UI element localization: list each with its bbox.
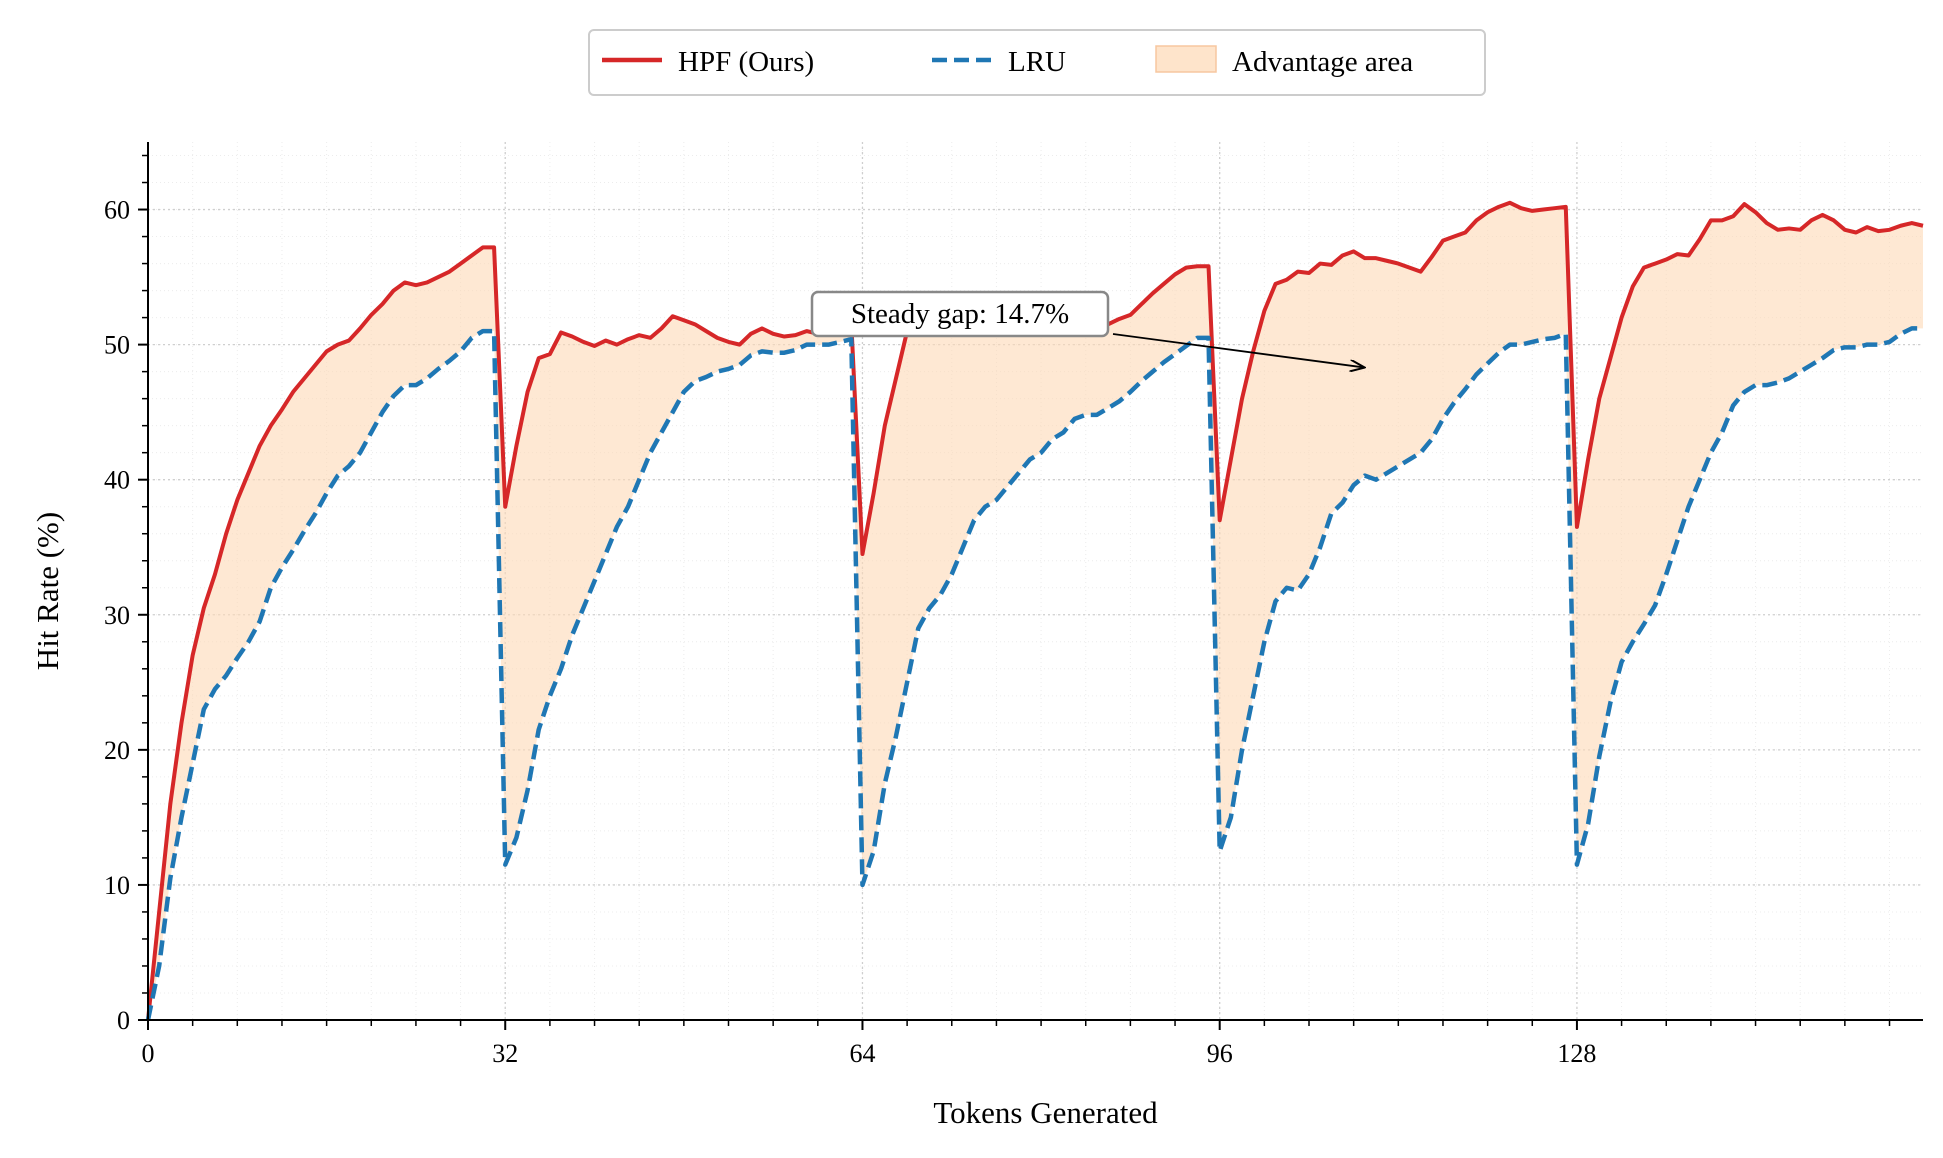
annotation-box bbox=[810, 290, 1110, 338]
y-tick-label: 10 bbox=[104, 871, 130, 900]
series-line-lru bbox=[145, 326, 1923, 1021]
advantage-area-fill bbox=[148, 202, 1923, 1020]
x-tick-label: 64 bbox=[849, 1039, 875, 1068]
legend-label-advantage: Advantage area bbox=[1232, 46, 1413, 78]
legend-swatch-advantage bbox=[1155, 45, 1217, 73]
x-tick-label: 32 bbox=[492, 1039, 518, 1068]
axes: 0 32 64 96 128 0 10 20 30 40 50 60 Tokens Generated H… bbox=[30, 142, 1923, 1130]
legend-label-hpf: HPF (Ours) bbox=[678, 46, 814, 78]
x-tick-label: 128 bbox=[1557, 1039, 1596, 1068]
y-tick-label: 0 bbox=[117, 1006, 130, 1035]
annotation-text: Steady gap: 14.7% bbox=[851, 298, 1069, 330]
annotation: Steady gap: 14.7% bbox=[810, 290, 1365, 368]
y-tick-label: 60 bbox=[104, 196, 130, 225]
y-axis-title: Hit Rate (%) bbox=[30, 512, 65, 670]
legend-label-lru: LRU bbox=[1008, 46, 1066, 78]
x-tick-label: 0 bbox=[142, 1039, 155, 1068]
x-axis-title: Tokens Generated bbox=[933, 1095, 1158, 1130]
y-tick-label: 20 bbox=[104, 736, 130, 765]
legend: HPF (Ours) LRU Advantage area bbox=[588, 29, 1486, 96]
x-tick-label: 96 bbox=[1207, 1039, 1233, 1068]
y-tick-label: 40 bbox=[104, 466, 130, 495]
legend-box bbox=[588, 29, 1486, 96]
y-tick-label: 30 bbox=[104, 601, 130, 630]
advantage-area bbox=[148, 202, 1923, 1020]
y-tick-label: 50 bbox=[104, 331, 130, 360]
annotation-arrow bbox=[1112, 333, 1365, 368]
